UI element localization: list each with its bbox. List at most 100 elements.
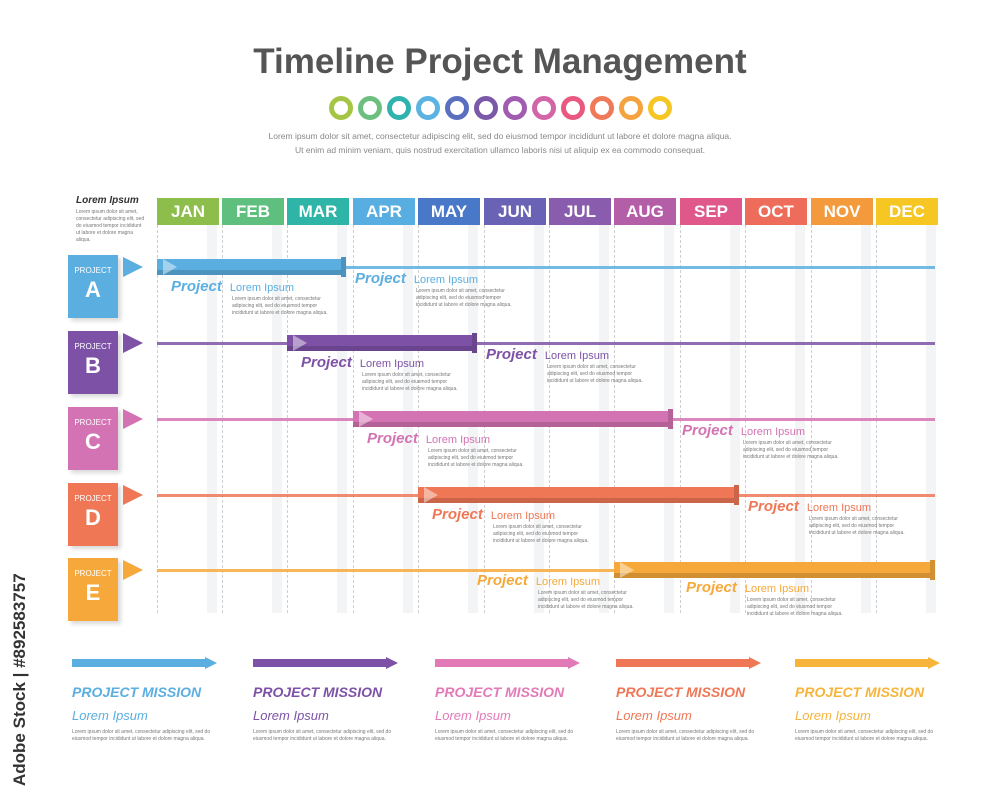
project-bar: [353, 409, 673, 429]
mission-card: PROJECT MISSION Lorem Ipsum Lorem ipsum do…: [435, 657, 580, 743]
project-box-label: PROJECT: [74, 342, 112, 351]
annotation-lorem: Lorem Ipsum: [490, 510, 556, 522]
mission-subtitle: Lorem Ipsum: [435, 708, 511, 723]
annotation-project: Project: [355, 270, 406, 287]
month-header-nov: NOV: [811, 198, 873, 225]
row-pointer-icon: [123, 560, 143, 580]
bar-arrow-icon: [293, 335, 307, 351]
annotation-lorem: Lorem Ipsum: [740, 426, 806, 438]
project-box-a: PROJECT A: [68, 255, 118, 318]
annotation-description: Lorem ipsum dolor sit amet, consectetur …: [428, 448, 524, 468]
project-annotation: Project Lorem Ipsum Lorem ipsum dolor sit …: [301, 354, 462, 393]
annotation-description: Lorem ipsum dolor sit amet, consectetur …: [362, 372, 458, 392]
project-annotation: Project Lorem Ipsum Lorem ipsum dolor sit …: [432, 506, 593, 545]
side-description: Lorem ipsum dolor sit amet, consectetur …: [76, 209, 145, 243]
bar-end-cap: [668, 409, 673, 429]
month-header-dec: DEC: [876, 198, 938, 225]
project-annotation: Project Lorem Ipsum Lorem ipsum dolor sit …: [748, 498, 909, 537]
bar-end-cap: [472, 333, 477, 353]
annotation-lorem: Lorem Ipsum: [535, 576, 601, 588]
ring-dot-icon: [502, 96, 527, 120]
bar-shadow: [614, 573, 932, 578]
annotation-project: Project: [748, 498, 799, 515]
annotation-lorem: Lorem Ipsum: [413, 274, 479, 286]
bar-end-cap: [341, 257, 346, 277]
project-annotation: Project Lorem Ipsum Lorem ipsum dolor sit …: [477, 572, 638, 611]
mission-arrow-icon: [72, 657, 217, 669]
mission-card: PROJECT MISSION Lorem Ipsum Lorem ipsum do…: [253, 657, 398, 743]
bar-arrow-icon: [424, 487, 438, 503]
project-annotation: Project Lorem Ipsum Lorem ipsum dolor sit …: [486, 346, 647, 385]
project-box-letter: E: [85, 580, 101, 605]
ring-dot-icon: [647, 96, 672, 120]
project-box-label: PROJECT: [74, 266, 112, 275]
mission-description: Lorem ipsum dolor sit amet, consectetur …: [253, 729, 392, 742]
annotation-lorem: Lorem Ipsum: [229, 282, 295, 294]
project-annotation: Project Lorem Ipsum Lorem ipsum dolor sit …: [367, 430, 528, 469]
mission-title: PROJECT MISSION: [435, 684, 565, 700]
mission-subtitle: Lorem Ipsum: [253, 708, 329, 723]
project-timeline-line: [157, 342, 935, 345]
project-bar: [157, 257, 346, 277]
annotation-project: Project: [682, 422, 733, 439]
annotation-description: Lorem ipsum dolor sit amet, consectetur …: [747, 597, 843, 617]
bar-arrow-icon: [163, 259, 177, 275]
annotation-description: Lorem ipsum dolor sit amet, consectetur …: [743, 440, 839, 460]
month-header-sep: SEP: [680, 198, 742, 225]
ring-dot-icon: [531, 96, 556, 120]
bar-shadow: [157, 270, 343, 275]
annotation-lorem: Lorem Ipsum: [806, 502, 872, 514]
month-header-aug: AUG: [614, 198, 676, 225]
annotation-description: Lorem ipsum dolor sit amet, consectetur …: [493, 524, 589, 544]
ring-dot-icon: [618, 96, 643, 120]
annotation-project: Project: [686, 579, 737, 596]
mission-title: PROJECT MISSION: [795, 684, 925, 700]
mission-title: PROJECT MISSION: [616, 684, 746, 700]
month-header-oct: OCT: [745, 198, 807, 225]
bar-arrow-icon: [620, 562, 634, 578]
month-header-apr: APR: [353, 198, 415, 225]
color-dots: [0, 96, 1000, 125]
project-annotation: Project Lorem Ipsum Lorem ipsum dolor sit …: [686, 579, 847, 618]
project-annotation: Project Lorem Ipsum Lorem ipsum dolor sit …: [171, 278, 332, 317]
bar-shadow: [418, 498, 736, 503]
project-bar: [614, 560, 935, 580]
mission-arrow-icon: [253, 657, 398, 669]
intro-line-1: Lorem ipsum dolor sit amet, consectetur …: [268, 131, 732, 141]
month-header-may: MAY: [418, 198, 480, 225]
mission-description: Lorem ipsum dolor sit amet, consectetur …: [795, 729, 934, 742]
project-box-d: PROJECT D: [68, 483, 118, 546]
ring-dot-icon: [473, 96, 498, 120]
annotation-lorem: Lorem Ipsum: [359, 358, 425, 370]
mission-title: PROJECT MISSION: [72, 684, 202, 700]
annotation-project: Project: [477, 572, 528, 589]
annotation-lorem: Lorem Ipsum: [425, 434, 491, 446]
project-box-letter: C: [85, 429, 101, 454]
annotation-lorem: Lorem Ipsum: [744, 583, 810, 595]
project-box-letter: A: [85, 277, 101, 302]
annotation-lorem: Lorem Ipsum: [544, 350, 610, 362]
watermark: Adobe Stock | #892583757: [10, 573, 29, 786]
bar-end-cap: [930, 560, 935, 580]
mission-arrow-icon: [616, 657, 761, 669]
mission-description: Lorem ipsum dolor sit amet, consectetur …: [435, 729, 574, 742]
page-title: Timeline Project Management: [253, 42, 747, 81]
ring-dot-icon: [328, 96, 353, 120]
project-box-e: PROJECT E: [68, 558, 118, 621]
ring-dot-icon: [386, 96, 411, 120]
bar-arrow-icon: [359, 411, 373, 427]
month-header-jul: JUL: [549, 198, 611, 225]
row-pointer-icon: [123, 409, 143, 429]
project-annotation: Project Lorem Ipsum Lorem ipsum dolor sit …: [355, 270, 516, 309]
project-annotation: Project Lorem Ipsum Lorem ipsum dolor sit …: [682, 422, 843, 461]
mission-description: Lorem ipsum dolor sit amet, consectetur …: [72, 729, 211, 742]
project-box-c: PROJECT C: [68, 407, 118, 470]
annotation-project: Project: [301, 354, 352, 371]
bar-end-cap: [734, 485, 739, 505]
project-box-letter: B: [85, 353, 101, 378]
mission-arrow-icon: [795, 657, 940, 669]
project-box-label: PROJECT: [74, 494, 112, 503]
month-header-mar: MAR: [287, 198, 349, 225]
annotation-project: Project: [171, 278, 222, 295]
annotation-project: Project: [486, 346, 537, 363]
